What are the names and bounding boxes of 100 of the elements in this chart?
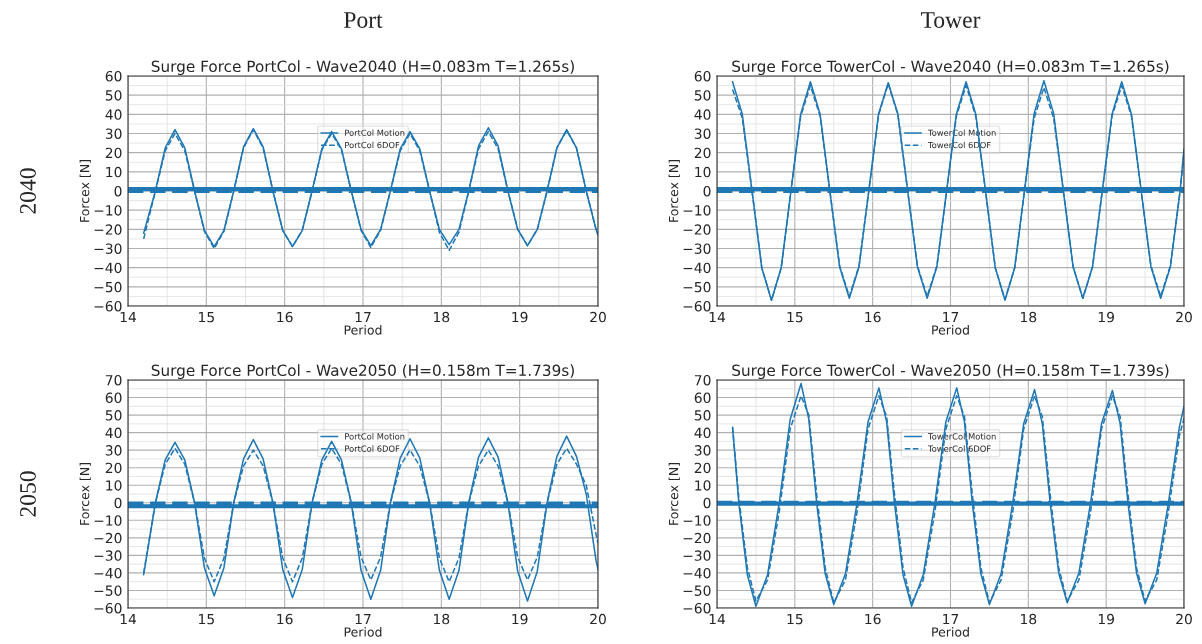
y-tick-label: 20 bbox=[105, 462, 122, 474]
y-tick-label: 10 bbox=[695, 166, 711, 178]
y-tick-label: −60 bbox=[94, 602, 122, 614]
y-tick-label: 10 bbox=[695, 480, 711, 491]
y-tick-label: −20 bbox=[94, 532, 122, 544]
y-tick-label: −30 bbox=[683, 550, 711, 561]
x-tick-label: 17 bbox=[943, 613, 959, 625]
x-tick-label: 17 bbox=[355, 311, 371, 323]
y-tick-label: 0 bbox=[703, 185, 711, 197]
y-tick-label: 50 bbox=[694, 410, 711, 421]
y-tick-label: −40 bbox=[683, 262, 711, 274]
text: 2050 bbox=[19, 471, 36, 517]
legend-label: PortCol Motion bbox=[345, 129, 405, 136]
y-tick-label: 70 bbox=[105, 374, 122, 386]
y-tick-label: −40 bbox=[94, 567, 122, 579]
y-tick-label: 60 bbox=[694, 70, 711, 82]
y-tick-label: −60 bbox=[683, 602, 711, 614]
y-tick-label: −50 bbox=[94, 281, 122, 293]
y-tick-label: −20 bbox=[683, 532, 711, 544]
y-tick-label: 70 bbox=[694, 374, 711, 386]
y-tick-label: 30 bbox=[694, 128, 711, 139]
x-tick-label: 14 bbox=[709, 311, 726, 323]
chart-title: Surge Force TowerCol - Wave2040 (H=0.083m T=1.265s) bbox=[732, 60, 1169, 76]
y-tick-label: 40 bbox=[694, 109, 711, 120]
x-tick-label: 14 bbox=[709, 613, 726, 625]
y-tick-label: −20 bbox=[94, 224, 122, 235]
x-tick-label: 19 bbox=[512, 311, 528, 323]
x-tick-label: 20 bbox=[590, 613, 606, 625]
y-tick-label: −40 bbox=[683, 567, 711, 579]
chart-title: Surge Force TowerCol - Wave2050 (H=0.158m T=1.739s) bbox=[732, 364, 1169, 380]
y-tick-label: 50 bbox=[105, 410, 122, 421]
x-tick-label: 19 bbox=[1098, 613, 1115, 625]
y-tick-label: −60 bbox=[94, 300, 122, 312]
y-axis-title: Forcex [N] bbox=[79, 160, 91, 222]
x-tick-label: 15 bbox=[199, 311, 214, 323]
legend-label: PortCol 6DOF bbox=[345, 141, 400, 149]
y-tick-label: 0 bbox=[114, 497, 122, 509]
y-tick-label: 40 bbox=[105, 427, 122, 439]
y-tick-label: 60 bbox=[694, 392, 711, 404]
x-tick-label: 18 bbox=[1021, 613, 1037, 625]
x-tick-label: 18 bbox=[434, 613, 450, 625]
y-tick-label: 40 bbox=[105, 109, 122, 120]
y-tick-label: −60 bbox=[683, 300, 711, 312]
x-tick-label: 14 bbox=[120, 613, 137, 625]
y-tick-label: 30 bbox=[694, 445, 711, 456]
legend-label: PortCol Motion bbox=[345, 433, 405, 440]
y-tick-label: 60 bbox=[105, 70, 122, 82]
x-tick-label: 20 bbox=[590, 311, 606, 323]
y-tick-label: 20 bbox=[694, 147, 711, 159]
x-tick-label: 16 bbox=[865, 311, 881, 323]
y-tick-label: −40 bbox=[94, 262, 122, 274]
y-tick-label: −30 bbox=[94, 243, 122, 254]
y-tick-label: 10 bbox=[106, 166, 122, 178]
y-axis-title: Forcex [N] bbox=[668, 160, 680, 222]
x-axis-title: Period bbox=[932, 627, 969, 637]
text: 2040 bbox=[19, 168, 36, 214]
y-tick-label: 60 bbox=[105, 392, 122, 404]
y-tick-label: 0 bbox=[114, 185, 122, 197]
x-tick-label: 14 bbox=[120, 311, 137, 323]
x-axis-title: Period bbox=[344, 627, 382, 637]
x-tick-label: 16 bbox=[865, 613, 881, 625]
y-tick-label: −10 bbox=[683, 205, 711, 216]
x-tick-label: 16 bbox=[277, 311, 293, 323]
y-tick-label: 50 bbox=[105, 90, 122, 101]
y-tick-label: 20 bbox=[105, 147, 122, 159]
x-tick-label: 16 bbox=[277, 613, 293, 625]
x-tick-label: 15 bbox=[787, 311, 803, 323]
y-tick-label: −50 bbox=[94, 585, 122, 596]
legend-label: PortCol 6DOF bbox=[345, 445, 400, 452]
y-tick-label: 10 bbox=[106, 480, 122, 491]
x-tick-label: 17 bbox=[355, 613, 371, 625]
x-tick-label: 19 bbox=[512, 613, 528, 625]
chart-title: Surge Force PortCol - Wave2050 (H=0.158m T=1.739s) bbox=[151, 364, 574, 380]
y-tick-label: −30 bbox=[94, 550, 122, 561]
y-tick-label: −50 bbox=[683, 281, 711, 293]
y-tick-label: 50 bbox=[694, 90, 711, 101]
x-tick-label: 20 bbox=[1176, 311, 1192, 323]
y-tick-label: −50 bbox=[683, 585, 711, 596]
x-tick-label: 15 bbox=[787, 613, 803, 625]
y-tick-label: 40 bbox=[694, 427, 711, 439]
y-tick-label: 20 bbox=[694, 462, 711, 474]
x-tick-label: 19 bbox=[1098, 311, 1115, 323]
x-axis-title: Period bbox=[932, 325, 969, 335]
y-tick-label: 30 bbox=[105, 128, 122, 139]
y-tick-label: 30 bbox=[105, 445, 122, 456]
y-tick-label: 0 bbox=[703, 497, 711, 509]
text: Port bbox=[344, 12, 383, 28]
y-tick-label: −10 bbox=[94, 515, 122, 526]
chart-title: Surge Force PortCol - Wave2040 (H=0.083m T=1.265s) bbox=[151, 60, 574, 76]
x-tick-label: 15 bbox=[199, 613, 214, 625]
x-tick-label: 20 bbox=[1176, 613, 1192, 625]
x-tick-label: 18 bbox=[434, 311, 450, 323]
y-axis-title: Forcex [N] bbox=[79, 463, 91, 525]
y-tick-label: −30 bbox=[683, 243, 711, 254]
y-tick-label: −20 bbox=[683, 224, 711, 235]
y-axis-title: Forcex [N] bbox=[668, 463, 680, 525]
text: Tower bbox=[920, 12, 981, 28]
y-tick-label: −10 bbox=[683, 515, 711, 526]
x-axis-title: Period bbox=[344, 325, 382, 335]
x-tick-label: 18 bbox=[1021, 311, 1037, 323]
